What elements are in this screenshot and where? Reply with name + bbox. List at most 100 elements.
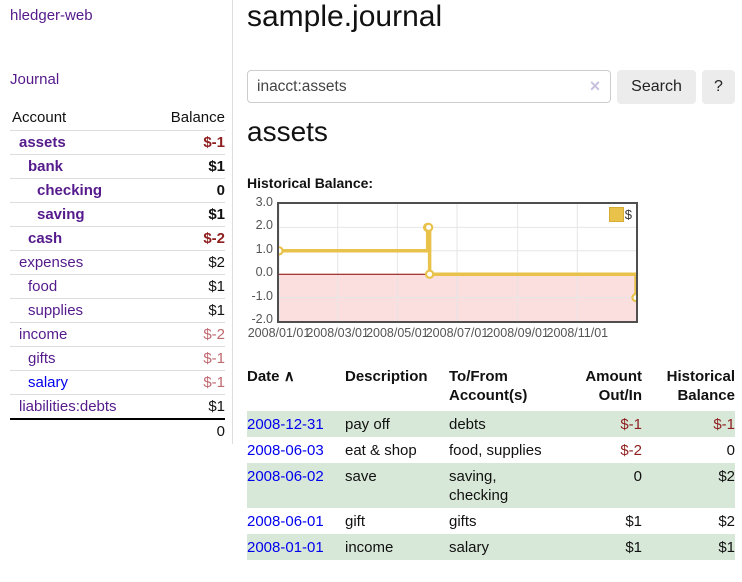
- column-header-balance: Balance: [170, 109, 225, 126]
- sidebar-item-journal[interactable]: Journal: [10, 71, 60, 88]
- balance-cell: $1: [718, 539, 735, 556]
- account-link-liabilities-debts[interactable]: liabilities:debts: [19, 398, 117, 415]
- chart-plot-area[interactable]: $: [277, 202, 638, 323]
- sort-ascending-icon: ∧: [283, 368, 295, 385]
- account-link-checking[interactable]: checking: [37, 182, 103, 199]
- account-link-food[interactable]: food: [28, 278, 58, 295]
- accounts-cell: saving, checking: [449, 468, 509, 504]
- accounts-total-balance: 0: [216, 422, 225, 440]
- balance-cell: $2: [718, 468, 735, 485]
- account-link-supplies[interactable]: supplies: [28, 302, 84, 319]
- balance-cell: 0: [726, 442, 735, 459]
- account-balance: $-2: [203, 326, 225, 343]
- legend-label: $: [624, 207, 632, 222]
- register-header-row: Date ∧ Description To/From Account(s) Am…: [247, 363, 735, 411]
- amount-cell: $1: [625, 513, 642, 530]
- account-balance: $1: [208, 302, 225, 319]
- y-axis-tick-label: -1.0: [251, 288, 273, 303]
- date-cell: 2008-06-03: [247, 437, 345, 463]
- balance-cell: $-1: [713, 416, 735, 433]
- account-link-gifts[interactable]: gifts: [28, 350, 56, 367]
- account-row: income $-2: [10, 322, 225, 346]
- sort-by-date-link[interactable]: Date ∧: [247, 368, 295, 385]
- date-header-label: Date: [247, 368, 280, 385]
- amount-cell: $1: [625, 539, 642, 556]
- account-link-salary[interactable]: salary: [28, 374, 69, 391]
- account-balance: $1: [208, 398, 225, 415]
- account-link-saving[interactable]: saving: [37, 206, 85, 223]
- amount-cell: $-2: [620, 442, 642, 459]
- sidebar: hledger-web Journal Account Balance asse…: [0, 0, 233, 444]
- clear-search-icon[interactable]: ×: [589, 76, 601, 96]
- x-axis-tick-label: 2008/07/01: [425, 326, 489, 340]
- x-axis-tick-label: 2008/05/01: [366, 326, 429, 340]
- search-input[interactable]: [247, 70, 611, 103]
- y-axis-tick-label: 0.0: [255, 265, 273, 280]
- x-axis-tick-label: 2008/11/01: [546, 326, 609, 340]
- chart-canvas: [279, 204, 636, 321]
- register-row: 2008-06-02 save saving, checking 0 $2: [247, 463, 735, 508]
- account-balance: $1: [208, 278, 225, 295]
- y-axis-tick-label: 1.0: [255, 241, 273, 256]
- column-header-balance: Historical Balance: [666, 368, 735, 404]
- account-row: supplies $1: [10, 298, 225, 322]
- accounts-cell: gifts: [449, 513, 477, 530]
- transaction-date-link[interactable]: 2008-01-01: [247, 539, 324, 556]
- transaction-date-link[interactable]: 2008-06-01: [247, 513, 324, 530]
- accounts-table-header: Account Balance: [10, 107, 225, 130]
- help-button[interactable]: ?: [702, 70, 735, 104]
- balance-cell: $2: [718, 513, 735, 530]
- account-link-expenses[interactable]: expenses: [19, 254, 84, 271]
- account-link-assets[interactable]: assets: [19, 134, 66, 151]
- legend-color-swatch: [608, 207, 624, 222]
- column-header-amount: Amount Out/In: [585, 368, 642, 404]
- account-row: expenses $2: [10, 250, 225, 274]
- search-button[interactable]: Search: [617, 70, 696, 104]
- transaction-date-link[interactable]: 2008-06-02: [247, 468, 324, 485]
- column-header-account: Account: [12, 109, 67, 126]
- column-header-accounts: To/From Account(s): [449, 368, 528, 404]
- account-row: bank $1: [10, 154, 225, 178]
- account-balance: 0: [216, 182, 225, 199]
- date-cell: 2008-06-02: [247, 463, 345, 508]
- account-row: cash $-2: [10, 226, 225, 250]
- description-cell: eat & shop: [345, 442, 417, 459]
- register-row: 2008-06-03 eat & shop food, supplies $-2…: [247, 437, 735, 463]
- transaction-date-link[interactable]: 2008-12-31: [247, 416, 324, 433]
- description-cell: income: [345, 539, 394, 556]
- register-row: 2008-12-31 pay off debts $-1 $-1: [247, 411, 735, 437]
- x-axis-tick-label: 2008/03/01: [306, 326, 369, 340]
- chart-legend: $: [608, 207, 632, 222]
- account-row: checking 0: [10, 178, 225, 202]
- account-balance: $-2: [203, 230, 225, 247]
- column-header-description: Description: [345, 368, 428, 385]
- main-content: sample.journal × Search ? assets Histori…: [233, 0, 742, 582]
- account-row: assets $-1: [10, 130, 225, 154]
- accounts-cell: food, supplies: [449, 442, 542, 459]
- y-axis-tick-label: -2.0: [251, 312, 273, 326]
- y-axis-labels: 3.0 2.0 1.0 0.0 -1.0 -2.0: [247, 195, 273, 326]
- register-table: Date ∧ Description To/From Account(s) Am…: [247, 363, 735, 560]
- transaction-date-link[interactable]: 2008-06-03: [247, 442, 324, 459]
- account-balance: $-1: [203, 134, 225, 151]
- y-axis-tick-label: 3.0: [255, 195, 273, 209]
- account-row: gifts $-1: [10, 346, 225, 370]
- accounts-cell: debts: [449, 416, 486, 433]
- y-axis-tick-label: 2.0: [255, 218, 273, 233]
- historical-balance-chart: 3.0 2.0 1.0 0.0 -1.0 -2.0 $ 2008/01/01 2008/03…: [247, 195, 667, 345]
- app-title-link[interactable]: hledger-web: [10, 7, 93, 24]
- account-link-income[interactable]: income: [19, 326, 68, 343]
- account-balance: $-1: [203, 374, 225, 391]
- date-cell: 2008-12-31: [247, 411, 345, 437]
- column-header-date: Date ∧: [247, 363, 345, 411]
- amount-cell: 0: [633, 468, 642, 485]
- description-cell: save: [345, 468, 377, 485]
- x-axis-tick-label: 2008/09/01: [486, 326, 549, 340]
- account-link-cash[interactable]: cash: [28, 230, 63, 247]
- x-axis-tick-label: 2008/01/01: [247, 326, 311, 340]
- account-row: saving $1: [10, 202, 225, 226]
- account-link-bank[interactable]: bank: [28, 158, 64, 175]
- register-row: 2008-01-01 income salary $1 $1: [247, 534, 735, 560]
- account-balance: $1: [208, 158, 225, 175]
